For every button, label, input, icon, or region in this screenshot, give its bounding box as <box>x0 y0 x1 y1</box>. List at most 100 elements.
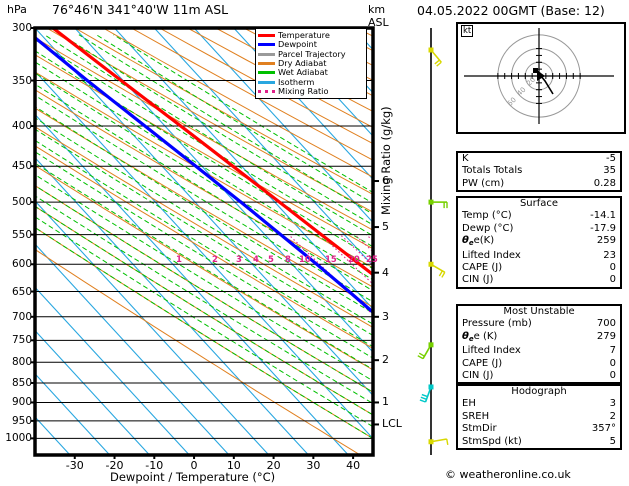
table-row-value: 0 <box>609 262 616 274</box>
table-row-value: 259 <box>596 235 616 247</box>
pressure-tick-label: 500 <box>11 196 32 209</box>
legend-item: Wet Adiabat <box>258 68 363 77</box>
temperature-tick-label: -10 <box>145 459 164 472</box>
temperature-tick-label: 30 <box>306 459 321 472</box>
temperature-tick-label: 10 <box>226 459 241 472</box>
table-row-value: 279 <box>596 330 616 342</box>
temperature-tick-label: -20 <box>105 459 124 472</box>
mixing-ratio-label: 3 <box>236 255 242 265</box>
table-row-value: 700 <box>596 318 616 330</box>
x-axis-title: Dewpoint / Temperature (°C) <box>110 470 276 484</box>
legend-label: Mixing Ratio <box>278 85 329 96</box>
table-header: Hodograph <box>511 386 567 397</box>
table-row: Lifted Index 7 <box>458 345 620 357</box>
legend-item: Parcel Trajectory <box>258 48 363 59</box>
mixing-ratio-label: 8 <box>285 255 291 265</box>
lcl-label: LCL <box>382 417 402 431</box>
table-row: EH 3 <box>458 398 620 410</box>
table-row: Temp (°C) -14.1 <box>458 210 620 222</box>
pressure-tick-label: 600 <box>11 258 32 271</box>
legend-swatch-isotherm <box>258 80 275 84</box>
table-row-value: 35 <box>603 165 616 177</box>
table-row-key: StmDir <box>462 423 497 435</box>
pressure-tick-label: 850 <box>11 376 32 389</box>
table-row-value: 7 <box>609 345 616 357</box>
mixing-ratio-label: 1 <box>176 255 182 265</box>
height-tick-label: 5 <box>382 220 389 234</box>
table-row: CAPE (J) 0 <box>458 262 620 274</box>
table-row-key: θee (K) <box>462 330 498 343</box>
table-row-key: Temp (°C) <box>462 210 512 222</box>
temperature-tick-label: 40 <box>346 459 361 472</box>
table-row: Lifted Index 23 <box>458 250 620 262</box>
legend-swatch-parcel-trajectory <box>258 52 275 56</box>
table-row: StmDir 357° <box>458 423 620 435</box>
legend-label: Temperature <box>278 30 330 41</box>
sounding-date-title: 04.05.2022 00GMT (Base: 12) <box>417 3 605 18</box>
height-axis-unit-asl: ASL <box>368 16 389 29</box>
height-tick-label: 1 <box>382 395 389 409</box>
table-indices: K -5 Totals Totals 35 PW (cm) 0.28 <box>456 151 622 193</box>
mixing-ratio-label: 4 <box>253 255 259 265</box>
pressure-tick-label: 350 <box>11 74 32 87</box>
table-row: θee(K) 259 <box>458 235 620 249</box>
mixing-ratio-label: 20 <box>348 255 360 265</box>
temperature-tick-label: 20 <box>266 459 281 472</box>
table-row: θee (K) 279 <box>458 331 620 345</box>
table-row-value: 0 <box>609 370 616 382</box>
mixing-ratio-axis-title: Mixing Ratio (g/kg) <box>379 106 393 215</box>
legend-swatch-mixing-ratio <box>258 89 275 93</box>
table-row-key: EH <box>462 398 476 410</box>
table-row: SREH 2 <box>458 411 620 423</box>
table-row-key: StmSpd (kt) <box>462 435 522 447</box>
table-hodograph: Hodograph EH 3 SREH 2 StmDir 357° StmSpd (kt) 5 <box>456 384 622 451</box>
table-row-value: -17.9 <box>590 222 616 234</box>
table-row-key: CAPE (J) <box>462 357 503 369</box>
table-header: Surface <box>519 198 559 209</box>
mixing-ratio-label: 25 <box>366 255 378 265</box>
legend-item: Dry Adiabat <box>258 59 363 68</box>
svg-text:20: 20 <box>525 76 537 88</box>
table-row: Totals Totals 35 <box>458 165 620 177</box>
table-row-key: Totals Totals <box>462 165 523 177</box>
height-axis-unit-km: km <box>368 3 386 16</box>
pressure-tick-label: 400 <box>11 120 32 133</box>
table-header: Most Unstable <box>503 306 575 317</box>
legend-label: Wet Adiabat <box>278 67 328 78</box>
table-row-value: 0 <box>609 357 616 369</box>
legend-label: Dry Adiabat <box>278 58 327 69</box>
table-row: CIN (J) 0 <box>458 274 620 286</box>
pressure-tick-label: 750 <box>11 334 32 347</box>
table-row-key: PW (cm) <box>462 177 505 189</box>
mixing-ratio-label: 5 <box>268 255 274 265</box>
legend-item: Temperature <box>258 31 363 40</box>
legend-label: Parcel Trajectory <box>278 48 346 59</box>
legend-label: Isotherm <box>278 76 315 87</box>
pressure-tick-label: 700 <box>11 310 32 323</box>
table-row: PW (cm) 0.28 <box>458 178 620 190</box>
legend: Temperature Dewpoint Parcel Trajectory D… <box>255 28 367 100</box>
height-tick-label: 2 <box>382 353 389 367</box>
mixing-ratio-label: 2 <box>212 255 218 265</box>
table-row-key: Lifted Index <box>462 345 521 357</box>
wind-barb-column <box>417 28 449 455</box>
table-row-value: 5 <box>609 435 616 447</box>
table-row-key: Dewp (°C) <box>462 222 514 234</box>
table-row-key: Pressure (mb) <box>462 318 532 330</box>
pressure-tick-label: 950 <box>11 414 32 427</box>
table-row: StmSpd (kt) 5 <box>458 436 620 448</box>
table-row-value: 23 <box>603 249 616 261</box>
height-tick-label: 6 <box>382 174 389 188</box>
table-row-value: 0 <box>609 274 616 286</box>
table-row: CAPE (J) 0 <box>458 358 620 370</box>
table-row-value: 3 <box>609 398 616 410</box>
table-row-key: SREH <box>462 410 490 422</box>
svg-text:40: 40 <box>516 86 528 98</box>
table-row: Dewp (°C) -17.9 <box>458 223 620 235</box>
table-row: K -5 <box>458 153 620 165</box>
table-most-unstable: Most Unstable Pressure (mb) 700 θee (K) 279 L… <box>456 304 622 385</box>
svg-text:60: 60 <box>506 96 518 108</box>
temperature-tick-label: 0 <box>190 459 198 472</box>
table-row-value: 2 <box>609 410 616 422</box>
